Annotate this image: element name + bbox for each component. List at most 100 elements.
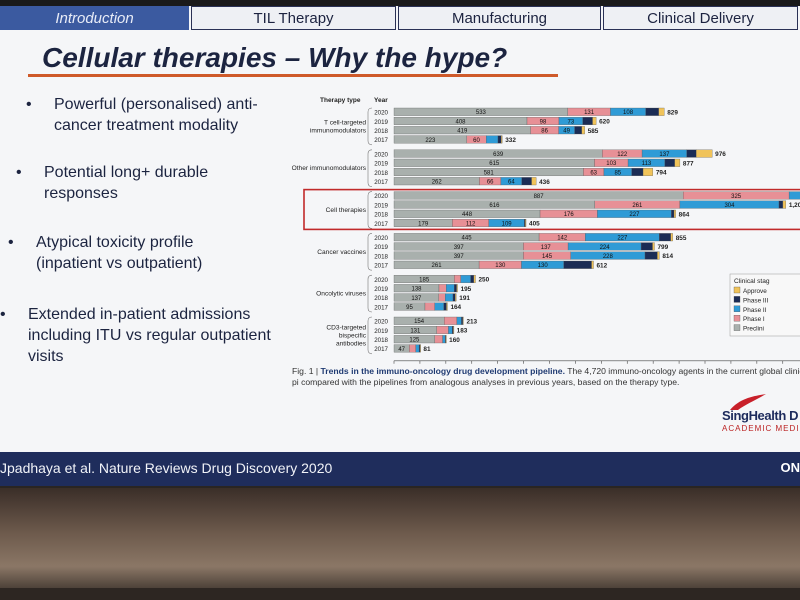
segment-label: 85 <box>614 170 621 176</box>
bar-segment <box>574 126 582 135</box>
segment-label: 49 <box>563 129 570 135</box>
segment-label: 64 <box>508 180 515 186</box>
caption-fig-label: Fig. 1 | <box>292 366 319 376</box>
bar-segment <box>462 316 464 325</box>
col-header-therapy: Therapy type <box>320 97 361 104</box>
bar-segment <box>591 260 594 269</box>
bar-segment <box>642 168 653 176</box>
bar-segment <box>658 107 665 116</box>
presentation-slide: Introduction TIL Therapy Manufacturing C… <box>0 6 800 486</box>
total-label: 864 <box>679 211 690 218</box>
group-bracket <box>367 149 373 187</box>
segment-label: 113 <box>642 161 652 167</box>
footer-right-text: ON <box>780 460 800 475</box>
stage-top-edge <box>0 0 800 6</box>
bullet-item: • Extended in-patient admissions includi… <box>0 304 276 367</box>
year-label: 2018 <box>374 212 388 219</box>
bar-segment <box>461 316 463 325</box>
bar-segment <box>592 117 597 125</box>
segment-label: 47 <box>398 347 405 353</box>
total-label: 195 <box>461 286 472 293</box>
bar-segment <box>674 158 681 167</box>
bar-segment <box>778 200 784 209</box>
segment-label: 112 <box>466 221 476 227</box>
pipeline-chart: Therapy type Year T cell-targeted immunomod… <box>286 86 800 396</box>
segment-label: 86 <box>541 129 548 135</box>
bar-segment <box>582 117 593 125</box>
bar-segment <box>670 233 673 242</box>
segment-label: 397 <box>454 245 465 251</box>
segment-label: 137 <box>659 152 670 158</box>
segment-label: 122 <box>617 152 628 158</box>
segment-label: 408 <box>455 119 466 125</box>
bar-segment <box>424 302 435 311</box>
year-label: 2020 <box>374 151 388 158</box>
bullet-dot: • <box>16 164 22 181</box>
segment-label: 615 <box>489 161 500 167</box>
segment-label: 142 <box>557 236 568 242</box>
bar-segment <box>454 284 457 293</box>
bullet-dot: • <box>26 96 32 113</box>
bar-segment <box>446 284 455 293</box>
year-label: 2017 <box>374 263 388 270</box>
year-label: 2019 <box>374 161 388 168</box>
group-label: Oncolytic viruses <box>316 291 367 298</box>
bar-segment <box>486 135 499 144</box>
total-label: 585 <box>588 128 599 135</box>
tab-introduction[interactable]: Introduction <box>0 6 190 30</box>
segment-label: 397 <box>454 254 465 260</box>
segment-label: 125 <box>409 338 420 344</box>
segment-label: 130 <box>538 263 549 269</box>
group-label: CD3-targeted <box>326 324 366 331</box>
year-label: 2020 <box>374 319 388 326</box>
bullet-text: Potential long+ durable responses <box>44 164 209 202</box>
bar-segment <box>563 260 592 269</box>
total-label: 436 <box>539 179 550 186</box>
segment-label: 185 <box>419 277 430 283</box>
group-label: Other immunomodulators <box>292 165 367 172</box>
bullet-item: • Powerful (personalised) anti-cancer tr… <box>6 94 276 136</box>
bar-segment <box>442 335 446 344</box>
bar-segment <box>644 251 658 260</box>
group-bracket <box>367 316 373 355</box>
bar-segment <box>782 200 787 209</box>
legend-swatch <box>733 315 741 322</box>
legend-swatch <box>733 296 741 303</box>
tab-clinical-delivery[interactable]: Clinical Delivery <box>602 6 798 30</box>
group-label: immunomodulators <box>310 127 367 134</box>
bar-segment <box>456 316 462 325</box>
total-label: 191 <box>459 295 470 302</box>
year-label: 2020 <box>374 193 388 200</box>
bar-segment <box>438 293 446 302</box>
segment-label: 66 <box>487 180 494 186</box>
year-label: 2017 <box>374 137 388 144</box>
total-label: 976 <box>715 151 726 158</box>
total-label: 164 <box>450 304 461 311</box>
year-label: 2019 <box>374 328 388 335</box>
year-label: 2020 <box>374 235 388 242</box>
title-underline <box>28 74 558 77</box>
bar-segment <box>631 168 644 176</box>
segment-label: 227 <box>629 212 640 218</box>
tab-til-therapy[interactable]: TIL Therapy <box>191 6 397 30</box>
group-bracket <box>367 274 373 313</box>
segment-label: 887 <box>534 194 545 200</box>
segment-label: 261 <box>432 263 443 269</box>
total-label: 332 <box>505 137 516 144</box>
year-label: 2018 <box>374 253 388 260</box>
year-label: 2017 <box>374 346 388 353</box>
legend-swatch <box>733 286 741 294</box>
total-label: 799 <box>657 244 668 251</box>
bar-segment <box>409 344 416 353</box>
year-label: 2019 <box>374 244 388 251</box>
bar-segment <box>497 135 502 144</box>
tab-manufacturing[interactable]: Manufacturing <box>398 6 601 30</box>
segment-label: 145 <box>542 254 553 260</box>
total-label: 814 <box>662 253 673 260</box>
segment-label: 304 <box>724 203 735 209</box>
bar-segment <box>445 293 454 302</box>
col-header-year: Year <box>374 97 388 104</box>
group-bracket <box>367 191 373 229</box>
segment-label: 419 <box>457 129 468 135</box>
bar-segment <box>657 251 660 260</box>
